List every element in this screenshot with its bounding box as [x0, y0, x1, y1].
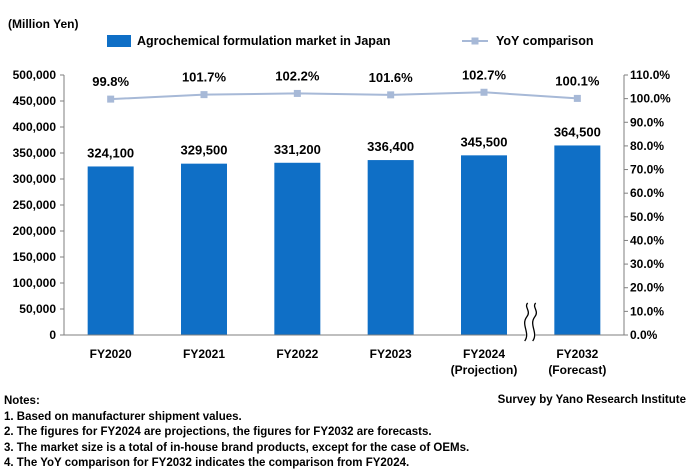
note-item: 1. Based on manufacturer shipment values…	[4, 410, 242, 423]
y-left-tick-label: 100,000	[13, 276, 57, 290]
legend-swatch-marker	[471, 37, 479, 45]
y-left-tick-label: 350,000	[13, 146, 57, 160]
y-right-tick-label: 100.0%	[630, 92, 671, 106]
y-right-tick-label: 0.0%	[630, 328, 658, 342]
market-chart: 0 50,000 100,000 150,000 200,000 250,000 300,0…	[8, 17, 671, 377]
y-right-tick-label: 40.0%	[630, 233, 664, 247]
x-tick-label: FY2022	[276, 347, 318, 361]
axis-break-mark	[524, 302, 530, 342]
y-left-tick-label: 150,000	[13, 250, 57, 264]
yoy-point	[107, 95, 115, 103]
y-left-tick-label: 450,000	[13, 94, 57, 108]
y-right-tick-label: 50.0%	[630, 210, 664, 224]
bar-value-label: 324,100	[87, 145, 134, 160]
bar	[554, 145, 601, 335]
bar-value-label: 329,500	[181, 143, 228, 158]
yoy-value-label: 101.7%	[182, 70, 227, 85]
bar	[87, 166, 134, 335]
yoy-value-label: 99.8%	[92, 74, 129, 89]
bar	[461, 155, 507, 335]
y-left-tick-label: 250,000	[13, 198, 57, 212]
x-tick-label: FY2023	[370, 347, 412, 361]
yoy-value-label: 101.6%	[369, 70, 414, 85]
y-left-tick-label: 300,000	[13, 172, 57, 186]
x-tick-label: FY2020	[90, 347, 132, 361]
bar	[367, 160, 414, 335]
y-right-tick-label: 90.0%	[630, 115, 664, 129]
axis-break-mark	[532, 302, 538, 342]
yoy-value-label: 102.7%	[462, 67, 507, 82]
bar-value-label: 331,200	[274, 142, 321, 157]
x-tick-label: FY2032	[556, 347, 598, 361]
bar-value-label: 364,500	[554, 124, 601, 139]
yoy-point	[480, 88, 488, 96]
note-item: 4. The YoY comparison for FY2032 indicat…	[4, 457, 410, 469]
note-item: 3. The market size is a total of in-hous…	[4, 441, 470, 454]
y-right-tick-label: 60.0%	[630, 186, 664, 200]
yoy-value-label: 100.1%	[555, 73, 600, 88]
bar	[181, 163, 227, 335]
y-right-tick-label: 20.0%	[630, 281, 664, 295]
yoy-point	[573, 94, 581, 102]
yoy-line	[110, 91, 578, 101]
y-left-tick-label: 50,000	[19, 302, 56, 316]
yoy-point	[200, 91, 208, 99]
bar-value-label: 336,400	[367, 139, 414, 154]
notes: Notes: 1. Based on manufacturer shipment…	[4, 394, 469, 472]
y-right-tick-label: 80.0%	[630, 139, 664, 153]
y-left-tick-label: 500,000	[13, 68, 57, 82]
y-right-tick-label: 70.0%	[630, 163, 664, 177]
x-tick-label: FY2021	[183, 347, 225, 361]
y-right-tick-label: 110.0%	[630, 68, 670, 82]
y-left-tick-label: 200,000	[13, 224, 57, 238]
x-tick-label: (Forecast)	[548, 363, 606, 377]
yoy-point	[293, 89, 301, 97]
notes-heading: Notes:	[4, 395, 40, 407]
yoy-value-label: 102.2%	[275, 68, 320, 83]
y-left-tick-label: 400,000	[13, 120, 57, 134]
source-credit: Survey by Yano Research Institute	[497, 394, 686, 406]
legend-swatch-bar	[107, 35, 131, 47]
x-tick-label: (Projection)	[451, 363, 518, 377]
note-item: 2. The figures for FY2024 are projection…	[4, 426, 432, 438]
legend-label-bar: Agrochemical formulation market in Japan	[137, 34, 391, 48]
x-tick-label: FY2024	[463, 347, 505, 361]
y-right-tick-label: 30.0%	[630, 257, 664, 271]
legend-label-line: YoY comparison	[496, 34, 593, 48]
bar	[274, 162, 321, 335]
yoy-point	[387, 91, 395, 99]
unit-label: (Million Yen)	[8, 17, 78, 31]
y-left-tick-label: 0	[49, 328, 56, 342]
bar-value-label: 345,500	[461, 134, 508, 149]
y-right-tick-label: 10.0%	[630, 304, 664, 318]
